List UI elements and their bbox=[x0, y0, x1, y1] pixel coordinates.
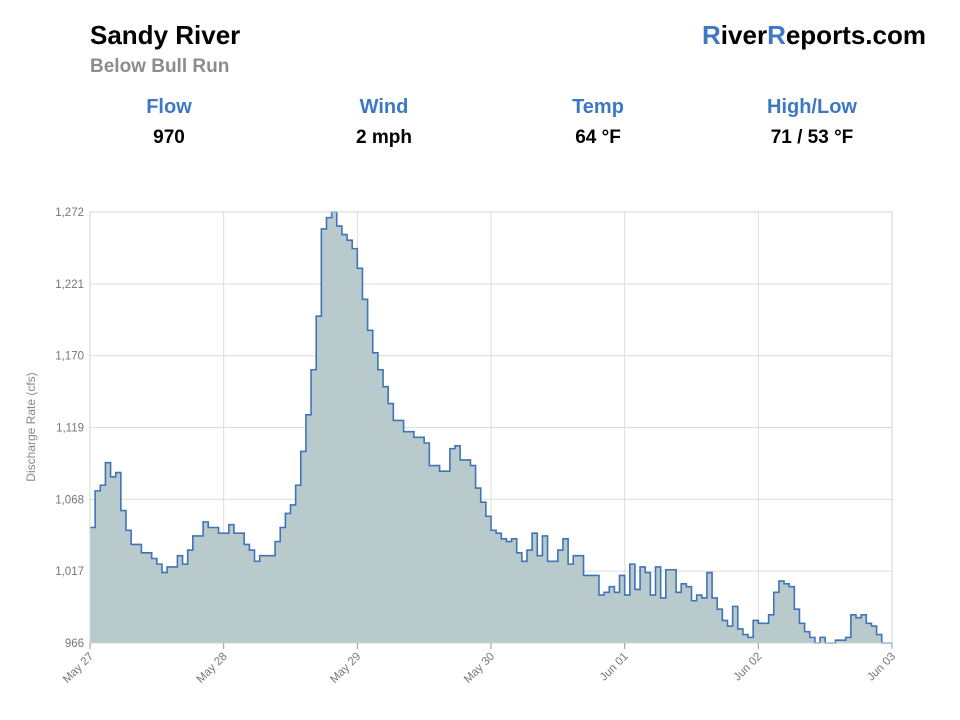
x-tick-label: May 27 bbox=[61, 651, 96, 686]
stat-highlow: High/Low 71 / 53 °F bbox=[722, 96, 902, 149]
y-tick-label: 1,170 bbox=[55, 351, 84, 363]
x-tick-label: Jun 03 bbox=[865, 651, 898, 684]
y-tick-label: 966 bbox=[65, 638, 84, 650]
stat-temp: Temp 64 °F bbox=[508, 96, 688, 149]
stat-wind-value: 2 mph bbox=[356, 127, 412, 148]
y-axis-ticks: 966 1,017 1,068 1,119 1,170 1,221 1,272 bbox=[55, 207, 84, 650]
x-tick-label: Jun 01 bbox=[598, 651, 631, 684]
brand-letter-r2: R bbox=[767, 20, 786, 50]
brand-text-2: eports.com bbox=[785, 20, 926, 50]
x-tick-label: May 29 bbox=[328, 651, 363, 686]
stat-highlow-label: High/Low bbox=[767, 96, 857, 118]
brand-letter-r1: R bbox=[702, 20, 721, 50]
stat-wind: Wind 2 mph bbox=[294, 96, 474, 149]
y-axis-title: Discharge Rate (cfs) bbox=[24, 372, 38, 481]
y-tick-label: 1,068 bbox=[55, 494, 84, 506]
discharge-line bbox=[90, 211, 892, 644]
river-name: Sandy River bbox=[90, 20, 241, 50]
x-tick-label: May 30 bbox=[462, 651, 497, 686]
stat-flow-value: 970 bbox=[153, 127, 185, 148]
brand-text-1: iver bbox=[720, 20, 768, 50]
brand-logo[interactable]: RiverReports.com bbox=[702, 20, 926, 51]
stat-temp-label: Temp bbox=[572, 96, 624, 118]
discharge-area bbox=[90, 212, 892, 643]
y-tick-label: 1,017 bbox=[55, 566, 84, 578]
stat-highlow-value: 71 / 53 °F bbox=[770, 127, 854, 148]
y-tick-label: 1,272 bbox=[55, 207, 84, 219]
stat-flow: Flow 970 bbox=[79, 96, 259, 149]
y-tick-label: 1,221 bbox=[55, 279, 84, 291]
x-axis-ticks: May 27 May 28 May 29 May 30 Jun 01 Jun 02 Jun … bbox=[61, 643, 898, 686]
y-tick-label: 1,119 bbox=[56, 423, 84, 435]
stat-flow-label: Flow bbox=[146, 96, 192, 118]
stat-wind-label: Wind bbox=[359, 96, 409, 118]
x-tick-label: May 28 bbox=[195, 651, 230, 686]
stat-temp-value: 64 °F bbox=[575, 127, 621, 148]
x-tick-label: Jun 02 bbox=[732, 651, 765, 684]
river-section: Below Bull Run bbox=[90, 56, 230, 77]
